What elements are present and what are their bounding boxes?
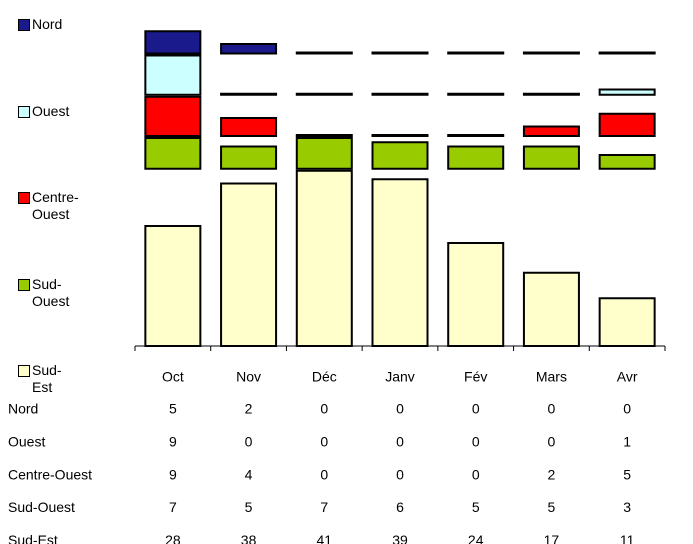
- bar: [371, 134, 429, 137]
- bar: [295, 134, 353, 137]
- legend-swatch: [18, 105, 30, 118]
- bar: [371, 92, 429, 96]
- table-cell: 7: [169, 499, 177, 515]
- table-cell: 9: [169, 466, 177, 482]
- bar: [598, 297, 656, 347]
- bar: [522, 125, 580, 137]
- bar: [371, 141, 429, 170]
- bar: [220, 43, 278, 55]
- table-cell: 0: [396, 434, 404, 450]
- table-cell: 7: [320, 499, 328, 515]
- table-row-label: Centre-Ouest: [8, 466, 92, 482]
- table-cell: 9: [169, 434, 177, 450]
- table-cell: 0: [396, 466, 404, 482]
- bar: [598, 88, 656, 96]
- legend-swatch: [18, 19, 30, 31]
- table-cell: 24: [468, 532, 484, 544]
- legend-label: Centre-Ouest: [32, 189, 79, 222]
- x-tick-label: Déc: [312, 369, 337, 385]
- legend-label: Sud-Est: [32, 362, 62, 395]
- bar: [371, 51, 429, 55]
- table-cell: 2: [548, 466, 556, 482]
- bar: [220, 117, 278, 137]
- bar: [220, 92, 278, 96]
- bar: [447, 145, 505, 170]
- table-cell: 17: [544, 532, 560, 544]
- table-cell: 38: [241, 532, 257, 544]
- bar: [144, 30, 202, 55]
- table-cell: 41: [316, 532, 332, 544]
- bar: [371, 178, 429, 347]
- table-cell: 0: [472, 401, 480, 417]
- bar: [447, 134, 505, 137]
- table-row-label: Ouest: [8, 434, 45, 450]
- table-cell: 0: [472, 466, 480, 482]
- table-cell: 5: [623, 466, 631, 482]
- bar: [447, 242, 505, 347]
- x-tick-label: Mars: [536, 369, 567, 385]
- table-cell: 0: [548, 401, 556, 417]
- table-cell: 0: [396, 401, 404, 417]
- bar: [295, 92, 353, 96]
- legend-label: Ouest: [32, 102, 70, 119]
- legend-item: Sud-Ouest: [18, 276, 76, 310]
- bar: [447, 51, 505, 55]
- bar: [598, 51, 656, 55]
- bar: [144, 137, 202, 170]
- bar: [522, 92, 580, 96]
- table-cell: 0: [320, 434, 328, 450]
- legend-label: Sud-Ouest: [32, 275, 70, 309]
- table-row-label: Sud-Est: [8, 532, 58, 544]
- table-cell: 1: [623, 434, 631, 450]
- legend-item: Ouest: [18, 103, 76, 120]
- table-cell: 3: [623, 499, 631, 515]
- table-cell: 0: [472, 434, 480, 450]
- table-cell: 39: [392, 532, 408, 544]
- legend-item: Nord: [18, 16, 76, 33]
- bar: [144, 225, 202, 347]
- table-cell: 0: [320, 401, 328, 417]
- bar: [522, 145, 580, 170]
- bar: [295, 51, 353, 55]
- legend-swatch: [18, 192, 30, 204]
- bar: [522, 271, 580, 347]
- bar: [144, 54, 202, 96]
- bar: [220, 145, 278, 170]
- bar: [522, 51, 580, 55]
- legend-label: Nord: [32, 16, 63, 32]
- bar: [144, 95, 202, 137]
- table-cell: 6: [396, 499, 404, 515]
- x-tick-label: Avr: [617, 369, 638, 385]
- x-tick-label: Nov: [236, 369, 261, 385]
- table-row-label: Nord: [8, 401, 38, 417]
- table-cell: 5: [245, 499, 253, 515]
- legend-item: Centre-Ouest: [18, 189, 79, 223]
- legend-swatch: [18, 278, 30, 291]
- table-cell: 5: [169, 401, 177, 417]
- bar: [220, 182, 278, 347]
- table-cell: 4: [245, 466, 253, 482]
- bar: [598, 112, 656, 137]
- legend-item: Sud-Est: [18, 362, 76, 396]
- bar: [447, 92, 505, 96]
- table-cell: 0: [320, 466, 328, 482]
- table-cell: 28: [165, 532, 181, 544]
- table-cell: 11: [620, 532, 635, 544]
- legend-swatch: [18, 365, 30, 377]
- table-cell: 5: [472, 499, 480, 515]
- table-cell: 2: [245, 401, 253, 417]
- x-tick-label: Oct: [162, 369, 184, 385]
- bar: [295, 169, 353, 347]
- table-cell: 0: [548, 434, 556, 450]
- bar: [295, 137, 353, 170]
- table-cell: 0: [245, 434, 253, 450]
- table-cell: 5: [548, 499, 556, 515]
- table-cell: 0: [623, 401, 631, 417]
- x-tick-label: Janv: [385, 369, 415, 385]
- x-tick-label: Fév: [464, 369, 487, 385]
- bar: [598, 154, 656, 170]
- table-row-label: Sud-Ouest: [8, 499, 75, 515]
